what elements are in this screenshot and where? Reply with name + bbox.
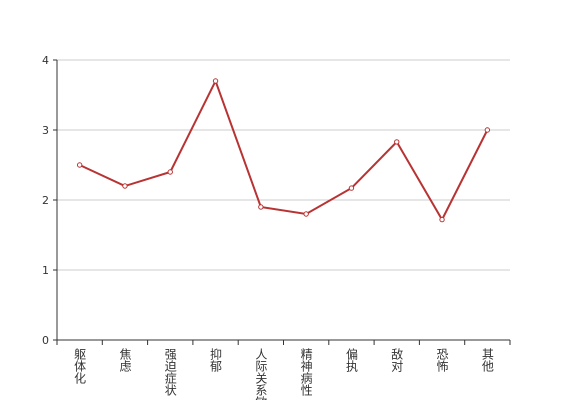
x-tick-label: 躯体化 [73, 347, 87, 385]
x-tick-label: 敌对 [390, 347, 404, 372]
y-tick-label: 1 [42, 264, 49, 277]
y-tick-label: 3 [42, 124, 49, 137]
point [439, 216, 445, 223]
y-tick-label: 0 [42, 334, 49, 347]
x-tick-label: 焦虑 [118, 348, 132, 372]
x-tick-label: 抑郁 [209, 347, 223, 373]
point [212, 78, 219, 84]
point [258, 204, 264, 210]
line [79, 78, 489, 222]
x-tick-label: 强迫症状 [163, 348, 177, 396]
point [394, 139, 400, 145]
x-tick-label: 其他 [480, 348, 494, 372]
x-tick-label: 恐怖 [435, 348, 449, 372]
point [122, 183, 128, 189]
x-tick-label: 偏执 [344, 347, 358, 373]
y-tick-label: 4 [42, 54, 49, 67]
x-tick-label: 精神病性 [299, 348, 313, 397]
point [484, 127, 491, 133]
x-tick-label: 人际关系敏感 [254, 348, 268, 400]
point [348, 185, 355, 191]
y-tick-label: 2 [42, 194, 49, 207]
point [167, 169, 173, 175]
point [76, 162, 83, 168]
point [303, 211, 309, 217]
